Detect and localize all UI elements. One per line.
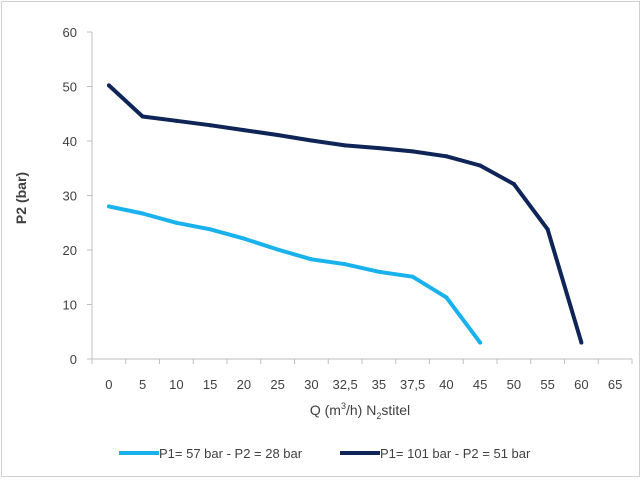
- x-axis-title-part: /h) N: [346, 402, 376, 418]
- data-point-series-2: [140, 114, 145, 119]
- data-point-series-2: [208, 123, 213, 128]
- data-point-series-2: [241, 128, 246, 133]
- x-tick-label: 60: [574, 377, 588, 392]
- x-axis-title-subscript: 2: [376, 411, 381, 421]
- y-tick-label: 30: [63, 189, 77, 204]
- data-point-series-1: [241, 236, 246, 241]
- data-point-series-1: [444, 295, 449, 300]
- x-tick-label: 45: [473, 377, 487, 392]
- data-point-series-2: [444, 154, 449, 159]
- y-tick-label: 60: [63, 25, 77, 40]
- data-point-series-1: [478, 340, 483, 345]
- series-line-2: [107, 83, 584, 344]
- y-axis-title: P2 (bar): [13, 172, 29, 224]
- x-axis-title: Q (m3/h) N2stitel: [310, 401, 410, 421]
- data-point-series-2: [478, 163, 483, 168]
- x-tick-label: 35: [372, 377, 386, 392]
- x-tick-label: 37,5: [400, 377, 425, 392]
- data-point-series-1: [275, 247, 280, 252]
- x-tick-label: 5: [139, 377, 146, 392]
- data-point-series-2: [106, 83, 111, 88]
- legend-label-series-1: P1= 57 bar - P2 = 28 bar: [159, 446, 303, 461]
- legend: P1= 57 bar - P2 = 28 bar P1= 101 bar - P…: [119, 446, 531, 461]
- data-point-series-2: [511, 182, 516, 187]
- x-axis-title-part: Q (m: [310, 402, 341, 418]
- y-tick-label: 20: [63, 243, 77, 258]
- data-point-series-1: [174, 220, 179, 225]
- x-tick-label: 0: [105, 377, 112, 392]
- series-layer: [106, 83, 584, 345]
- data-point-series-2: [275, 133, 280, 138]
- y-axis-ticks: 0 10 20 30 40 50 60: [63, 25, 92, 367]
- y-tick-label: 10: [63, 298, 77, 313]
- x-axis-ticks: 0 5 10 15 20 25 30 32,5 35 37,5 40 45 50 55 60 65: [91, 359, 633, 392]
- x-tick-label: 55: [540, 377, 554, 392]
- data-point-series-2: [545, 227, 550, 232]
- data-point-series-1: [376, 269, 381, 274]
- data-point-series-1: [343, 262, 348, 267]
- data-point-series-2: [343, 143, 348, 148]
- data-point-series-1: [410, 274, 415, 279]
- x-tick-label: 40: [439, 377, 453, 392]
- data-point-series-2: [376, 146, 381, 151]
- y-tick-label: 50: [63, 80, 77, 95]
- legend-label-series-2: P1= 101 bar - P2 = 51 bar: [380, 446, 531, 461]
- data-point-series-1: [140, 211, 145, 216]
- axes: [91, 32, 632, 360]
- x-tick-label: 32,5: [332, 377, 357, 392]
- x-tick-label: 50: [507, 377, 521, 392]
- x-tick-label: 30: [304, 377, 318, 392]
- data-point-series-1: [106, 204, 111, 209]
- data-point-series-2: [579, 340, 584, 345]
- y-tick-label: 40: [63, 134, 77, 149]
- x-tick-label: 10: [169, 377, 183, 392]
- x-axis-title-superscript: 3: [341, 401, 346, 411]
- x-axis-title-part: stitel: [381, 402, 410, 418]
- data-point-series-2: [174, 118, 179, 123]
- x-tick-label: 65: [608, 377, 622, 392]
- data-point-series-2: [309, 138, 314, 143]
- y-tick-label: 0: [70, 352, 77, 367]
- x-tick-label: 15: [203, 377, 217, 392]
- data-point-series-1: [309, 257, 314, 262]
- x-tick-label: 25: [270, 377, 284, 392]
- series-line-1: [108, 204, 482, 344]
- data-point-series-1: [208, 227, 213, 232]
- data-point-series-2: [410, 149, 415, 154]
- x-tick-label: 20: [237, 377, 251, 392]
